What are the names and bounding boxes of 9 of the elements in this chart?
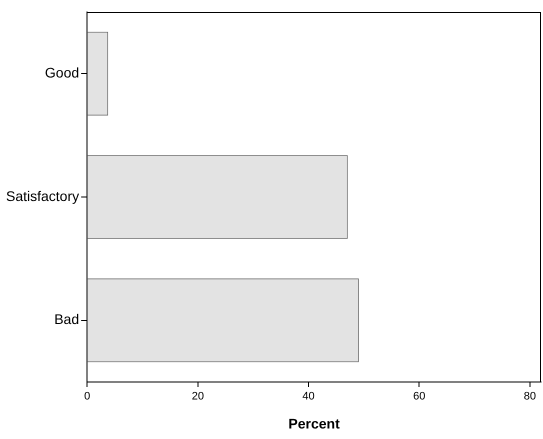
x-tick-label: 80 <box>524 390 536 403</box>
y-tick-label: Good <box>44 64 80 81</box>
x-tick-label: 0 <box>84 390 90 403</box>
y-tick-label: Satisfactory <box>6 188 80 204</box>
x-tick-label: 40 <box>302 390 315 403</box>
y-tick-label: Bad <box>54 311 80 328</box>
x-tick-label: 20 <box>192 390 204 403</box>
x-axis-title: Percent <box>288 415 340 432</box>
x-tick-label: 60 <box>413 390 426 403</box>
